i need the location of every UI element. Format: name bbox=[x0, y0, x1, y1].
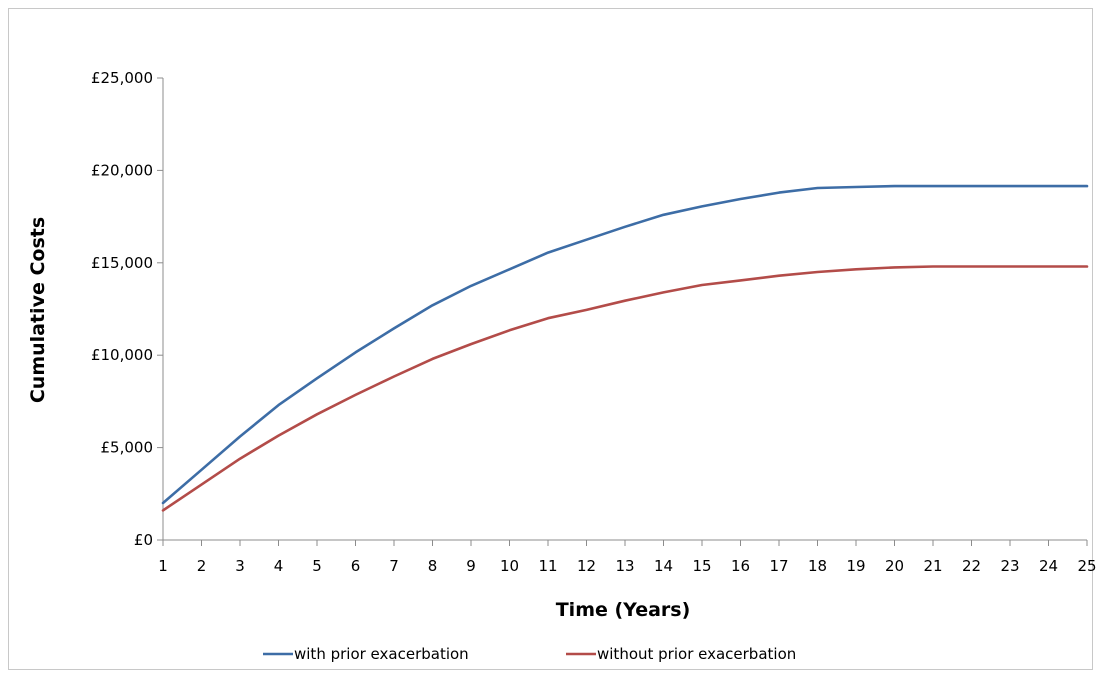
x-tick-label: 11 bbox=[538, 557, 557, 575]
x-tick-label: 15 bbox=[692, 557, 711, 575]
x-tick-label: 2 bbox=[197, 557, 207, 575]
x-tick-label: 20 bbox=[885, 557, 904, 575]
x-tick-label: 24 bbox=[1039, 557, 1058, 575]
y-tick-label: £0 bbox=[134, 531, 153, 549]
x-tick-label: 22 bbox=[962, 557, 981, 575]
x-tick-label: 6 bbox=[351, 557, 361, 575]
series-line-1 bbox=[161, 184, 1089, 505]
x-tick-label: 8 bbox=[428, 557, 438, 575]
x-tick-label: 18 bbox=[808, 557, 827, 575]
x-tick-label: 23 bbox=[1000, 557, 1019, 575]
legend: with prior exacerbation without prior exa… bbox=[263, 645, 796, 663]
x-tick-label: 4 bbox=[274, 557, 284, 575]
x-tick-label: 19 bbox=[846, 557, 865, 575]
x-axis-title: Time (Years) bbox=[556, 599, 691, 621]
y-axis: £0 £5,000 £10,000 £15,000 £20,000 £25,000 bbox=[91, 69, 164, 549]
x-tick-label: 1 bbox=[158, 557, 168, 575]
x-tick-label: 9 bbox=[466, 557, 476, 575]
x-tick-label: 12 bbox=[577, 557, 596, 575]
chart-frame bbox=[8, 8, 1093, 670]
y-tick-label: £25,000 bbox=[91, 69, 153, 87]
x-tick-label: 5 bbox=[312, 557, 322, 575]
y-tick-label: £20,000 bbox=[91, 161, 153, 179]
x-tick-label: 21 bbox=[923, 557, 942, 575]
y-tick-label: £5,000 bbox=[101, 439, 154, 457]
x-tick-label: 13 bbox=[615, 557, 634, 575]
x-tick-label: 16 bbox=[731, 557, 750, 575]
legend-label-1: with prior exacerbation bbox=[294, 645, 469, 663]
x-tick-label: 17 bbox=[769, 557, 788, 575]
x-tick-label: 25 bbox=[1077, 557, 1096, 575]
y-tick-label: £15,000 bbox=[91, 254, 153, 272]
x-axis: 1 2 3 4 5 6 7 8 9 10 11 12 13 14 15 16 17 18 19 20 21 22 23 24 2… bbox=[158, 539, 1097, 575]
x-tick-label: 10 bbox=[500, 557, 519, 575]
x-tick-label: 3 bbox=[235, 557, 245, 575]
legend-label-2: without prior exacerbation bbox=[597, 645, 796, 663]
y-tick-label: £10,000 bbox=[91, 346, 153, 364]
y-axis-title: Cumulative Costs bbox=[27, 217, 49, 403]
x-tick-label: 7 bbox=[389, 557, 399, 575]
x-tick-label: 14 bbox=[654, 557, 673, 575]
series-layer bbox=[161, 184, 1089, 512]
